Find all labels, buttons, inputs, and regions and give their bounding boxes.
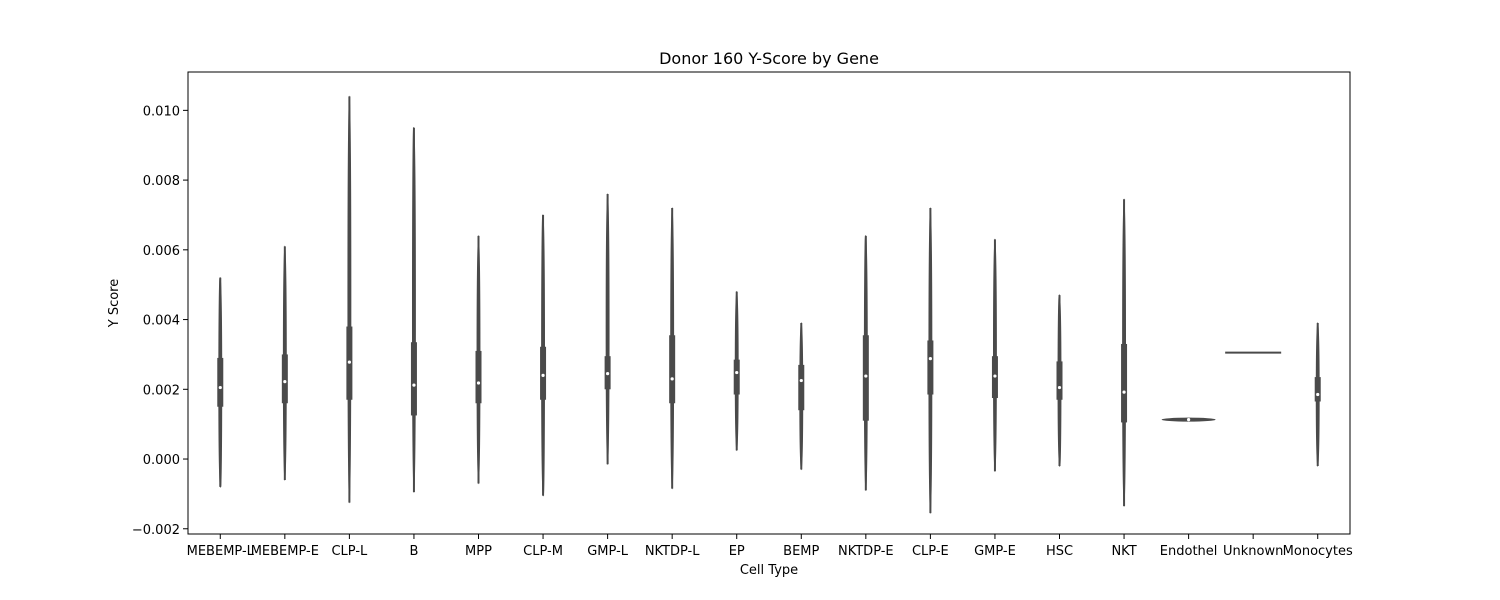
x-tick-label: CLP-L bbox=[331, 544, 368, 559]
y-axis: −0.002 0.000 0.002 0.004 0.006 0.008 0.010 bbox=[132, 104, 188, 538]
violin-iqr-box bbox=[733, 359, 740, 395]
violin-iqr-box bbox=[1056, 361, 1063, 400]
x-tick-label: BEMP bbox=[783, 544, 819, 559]
violin-b bbox=[410, 127, 417, 493]
y-tick-label: −0.002 bbox=[132, 523, 180, 538]
violin-clp-m bbox=[540, 214, 547, 497]
violin-median bbox=[735, 370, 739, 375]
violin-bemp bbox=[798, 322, 805, 471]
violin-monocytes bbox=[1314, 322, 1321, 467]
x-tick-label: CLP-E bbox=[912, 544, 949, 559]
violin-body bbox=[670, 207, 675, 490]
x-tick-label: GMP-L bbox=[587, 544, 629, 559]
x-tick-label: HSC bbox=[1046, 544, 1073, 559]
violin-mebemp-l bbox=[217, 276, 224, 488]
violin-body bbox=[1057, 294, 1062, 467]
violin-nktdp-l bbox=[669, 207, 676, 490]
violin-median bbox=[1122, 390, 1126, 394]
violin-clp-e bbox=[927, 207, 934, 514]
x-tick-label: CLP-M bbox=[523, 544, 563, 559]
violin-median bbox=[993, 374, 997, 378]
violin-iqr-box bbox=[410, 342, 417, 416]
violin-nkt bbox=[1121, 198, 1128, 507]
x-tick-label: Unknown bbox=[1223, 544, 1283, 559]
violin-iqr-box bbox=[1314, 377, 1321, 402]
y-tick-label: 0.006 bbox=[143, 244, 180, 259]
violin-mpp bbox=[475, 235, 482, 485]
violin-median bbox=[606, 372, 610, 376]
violin-body bbox=[1315, 322, 1320, 467]
y-tick-label: 0.008 bbox=[143, 174, 180, 189]
violin-median bbox=[218, 385, 222, 390]
violin-body bbox=[992, 238, 997, 472]
chart-title: Donor 160 Y-Score by Gene bbox=[659, 49, 879, 68]
y-axis-label: Y Score bbox=[107, 279, 122, 328]
violin-median bbox=[799, 378, 803, 383]
violin-median bbox=[283, 380, 287, 384]
violin-gmp-e bbox=[991, 238, 998, 472]
x-tick-label: GMP-E bbox=[974, 544, 1016, 559]
violin-mebemp-e bbox=[281, 245, 288, 481]
violin-median bbox=[412, 383, 416, 387]
violin-iqr-box bbox=[540, 346, 547, 400]
violin-median bbox=[1187, 418, 1191, 422]
y-tick-label: 0.002 bbox=[143, 383, 180, 398]
violin-median bbox=[928, 357, 932, 361]
y-tick-label: 0.000 bbox=[143, 453, 180, 468]
violin-ep bbox=[733, 290, 740, 452]
violin-iqr-box bbox=[798, 364, 805, 411]
violin-clp-l bbox=[346, 95, 353, 504]
chart-marks bbox=[217, 95, 1321, 514]
violin-body bbox=[282, 245, 287, 481]
violin-iqr-box bbox=[669, 335, 676, 404]
violin-body bbox=[1122, 198, 1127, 507]
y-tick-label: 0.004 bbox=[143, 314, 180, 329]
violin-iqr-box bbox=[475, 350, 482, 404]
x-tick-label: MEBEMP-E bbox=[251, 544, 319, 559]
violin-hsc bbox=[1056, 294, 1063, 467]
violin-iqr-box bbox=[217, 357, 224, 407]
violin-iqr-box bbox=[862, 335, 869, 421]
violin-gmp-l bbox=[604, 193, 611, 466]
plot-area-frame bbox=[187, 71, 1351, 535]
violin-median bbox=[864, 374, 868, 378]
x-tick-label: EP bbox=[729, 544, 745, 559]
violin-endothel bbox=[1161, 417, 1216, 422]
x-tick-label: B bbox=[409, 544, 418, 559]
violin-median bbox=[541, 373, 545, 377]
x-tick-label: MEBEMP-L bbox=[187, 544, 255, 559]
violin-median bbox=[1057, 385, 1062, 390]
violin-median bbox=[476, 381, 481, 385]
violin-iqr-box bbox=[927, 340, 934, 395]
x-axis-label: Cell Type bbox=[740, 563, 798, 578]
violin-median bbox=[670, 377, 674, 381]
violin-median bbox=[347, 360, 351, 364]
x-tick-label: Endothel bbox=[1160, 544, 1218, 559]
violin-body bbox=[347, 95, 352, 504]
violin-nktdp-e bbox=[862, 235, 869, 492]
x-tick-label: Monocytes bbox=[1283, 544, 1353, 559]
violin-iqr-box bbox=[281, 354, 288, 404]
x-tick-label: NKTDP-E bbox=[838, 544, 894, 559]
x-tick-label: NKTDP-L bbox=[645, 544, 700, 559]
x-tick-label: MPP bbox=[465, 544, 492, 559]
x-tick-label: NKT bbox=[1111, 544, 1136, 559]
violin-iqr-box bbox=[1121, 343, 1128, 423]
y-tick-label: 0.010 bbox=[143, 104, 180, 119]
violin-median bbox=[1316, 392, 1320, 397]
